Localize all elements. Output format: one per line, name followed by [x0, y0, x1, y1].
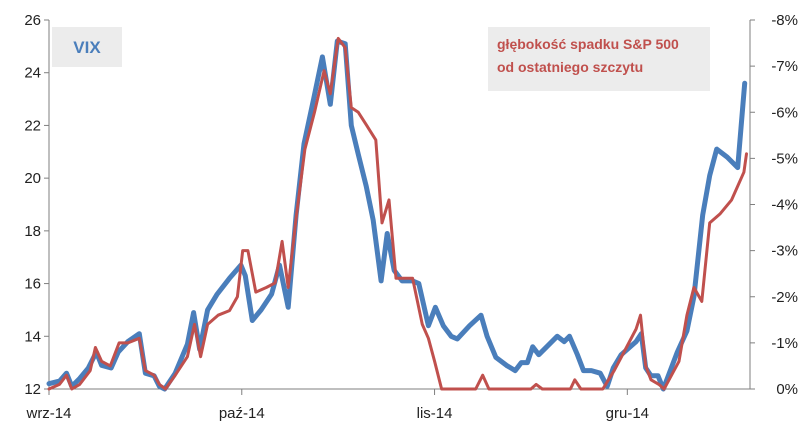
- legend-vix-label: VIX: [73, 38, 101, 57]
- right-tick-label: -3%: [771, 243, 798, 260]
- legend-sp: głębokość spadku S&P 500 od ostatniego s…: [488, 27, 710, 91]
- legend-sp-box: [488, 27, 710, 91]
- right-tick-label: -1%: [771, 335, 798, 352]
- left-tick-label: 14: [24, 328, 41, 345]
- left-tick-label: 22: [24, 117, 41, 134]
- legend-vix-box: [52, 27, 122, 67]
- left-tick-label: 12: [24, 381, 41, 398]
- right-tick-label: -4%: [771, 197, 798, 214]
- x-tick-label: lis-14: [417, 405, 453, 422]
- legend-vix: VIX: [52, 27, 122, 67]
- right-tick-label: 0%: [776, 381, 798, 398]
- x-tick-label: paź-14: [219, 405, 265, 422]
- left-tick-label: 20: [24, 170, 41, 187]
- x-ticks: wrz-14 paź-14 lis-14 gru-14: [25, 389, 649, 422]
- series-line-sp500-drawdown: [47, 36, 748, 391]
- left-y-ticks: 12 14 16 18 20 22 24 26: [24, 12, 49, 398]
- legend-sp-label-line1: głębokość spadku S&P 500: [497, 36, 679, 52]
- left-tick-label: 26: [24, 12, 41, 29]
- right-tick-label: -7%: [771, 58, 798, 75]
- left-tick-label: 16: [24, 276, 41, 293]
- legend-sp-label-line2: od ostatniego szczytu: [497, 59, 643, 75]
- right-tick-label: -2%: [771, 289, 798, 306]
- right-y-ticks: 0% -1% -2% -3% -4% -5% -6% -7% -8%: [750, 12, 798, 398]
- right-tick-label: -8%: [771, 12, 798, 29]
- right-tick-label: -6%: [771, 104, 798, 121]
- x-tick-label: gru-14: [606, 405, 649, 422]
- series-layer: [46, 36, 748, 392]
- right-tick-label: -5%: [771, 150, 798, 167]
- left-tick-label: 24: [24, 65, 41, 82]
- x-tick-label: wrz-14: [25, 405, 71, 422]
- series-line-vix: [46, 38, 748, 392]
- left-tick-label: 18: [24, 223, 41, 240]
